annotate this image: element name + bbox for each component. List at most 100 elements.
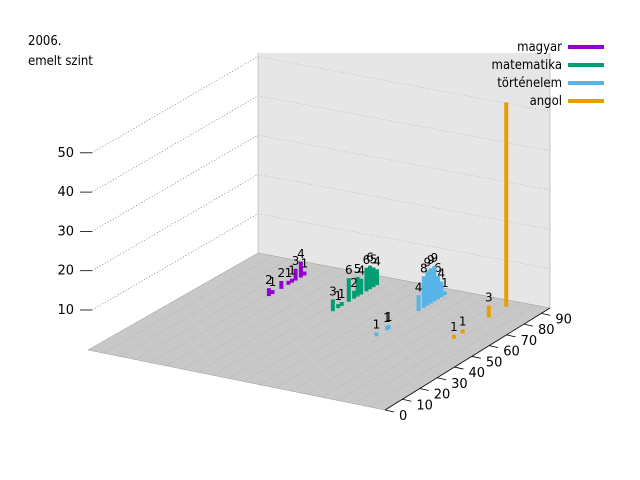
- bar-value-label: 3: [292, 254, 300, 268]
- floor-grid-line: [244, 281, 412, 382]
- bar-matematika: [359, 278, 364, 295]
- y-tick-label: 50: [486, 355, 503, 370]
- z-tick-label: 10: [57, 303, 74, 318]
- bar-value-label: 1: [450, 320, 458, 334]
- y-tick: [402, 398, 412, 402]
- bar-matematika: [339, 302, 344, 306]
- legend-item-magyar: magyar: [492, 38, 604, 56]
- bar-magyar: [279, 280, 284, 289]
- legend-label: történelem: [497, 75, 562, 91]
- y-tick: [419, 388, 429, 391]
- legend-label: magyar: [517, 39, 562, 55]
- bar-történelem: [428, 268, 433, 304]
- y-tick: [437, 377, 447, 381]
- legend-item-angol: angol: [492, 92, 604, 110]
- floor-grid-line: [306, 293, 474, 395]
- floor-grid-line: [275, 287, 443, 389]
- bar-value-label: 1: [301, 256, 309, 270]
- bar-value-label: 4: [373, 254, 381, 268]
- y-axis-line: [384, 307, 551, 411]
- bar-value-label: 1: [269, 275, 277, 289]
- bar-value-label: 4: [297, 247, 305, 261]
- y-tick-label: 10: [416, 398, 433, 413]
- bar-matematika: [330, 299, 335, 312]
- bar-value-label: 9: [424, 255, 432, 269]
- y-tick: [471, 355, 481, 359]
- bar-magyar: [302, 271, 307, 276]
- legend-swatch: [568, 81, 604, 85]
- y-tick: [523, 323, 534, 327]
- y-tick: [489, 345, 499, 348]
- bar-matematika: [367, 265, 372, 290]
- bar-value-label: 6: [434, 261, 442, 275]
- bar-matematika: [355, 276, 360, 297]
- y-tick-label: 80: [538, 323, 555, 338]
- bar-value-label: 2: [265, 273, 273, 287]
- bar-value-label: 1: [385, 310, 393, 324]
- bar-történelem: [435, 275, 440, 300]
- bar-matematika: [352, 290, 357, 299]
- floor-grid-line: [197, 273, 366, 373]
- z-guide-line: [91, 174, 259, 271]
- floor-grid-line: [134, 261, 305, 360]
- y-tick-label: 20: [434, 388, 451, 403]
- bar-angol: [460, 329, 465, 334]
- floor-grid-line: [228, 278, 397, 379]
- bar-value-label: 4: [438, 267, 446, 281]
- bar-történelem: [416, 295, 421, 311]
- floor-grid-line: [259, 284, 428, 385]
- z-tick-label: 50: [57, 146, 74, 161]
- legend-item-tortenelem: történelem: [492, 74, 604, 92]
- z-guide-line: [91, 213, 259, 311]
- y-tick-label: 90: [555, 312, 572, 327]
- bar-value-label: 6: [345, 263, 353, 277]
- bar-angol: [504, 102, 509, 307]
- bar-matematika: [346, 278, 351, 302]
- legend-label: matematika: [491, 57, 562, 73]
- floor-grid-line: [291, 290, 458, 392]
- legend-swatch: [568, 45, 604, 49]
- bar-magyar: [266, 288, 271, 297]
- chart-title-line-2: emelt szint: [28, 54, 93, 69]
- bar-value-label: 6: [366, 251, 374, 265]
- bar-történelem: [421, 276, 426, 308]
- y-tick-label: 70: [521, 334, 538, 349]
- z-guide-line: [91, 56, 259, 154]
- bar-value-label: 1: [338, 287, 346, 301]
- bar-value-label: 9: [427, 253, 435, 267]
- legend: magyar matematika történelem angol: [492, 38, 604, 110]
- y-tick-label: 30: [451, 377, 468, 392]
- bar-angol: [486, 305, 491, 318]
- bar-magyar: [270, 290, 275, 295]
- floor-grid-line: [166, 267, 335, 366]
- bar-történelem: [374, 332, 379, 337]
- bar-value-label: 3: [329, 284, 337, 298]
- bar-matematika: [336, 304, 341, 309]
- bar-value-label: 1: [441, 276, 449, 290]
- bar-történelem: [439, 281, 444, 298]
- bar-value-label: 1: [285, 266, 293, 280]
- y-tick: [506, 334, 516, 338]
- bar-value-label: 5: [354, 262, 362, 276]
- y-tick: [454, 366, 464, 370]
- bar-matematika: [371, 267, 376, 288]
- z-tick-label: 20: [57, 264, 74, 279]
- bar-magyar: [293, 268, 298, 281]
- z-tick-label: 40: [57, 185, 74, 200]
- bar-value-label: 5: [370, 253, 378, 267]
- bar-angol: [451, 334, 456, 339]
- legend-item-matematika: matematika: [492, 56, 604, 74]
- bar-value-label: 4: [357, 264, 365, 278]
- z-tick-label: 30: [57, 224, 74, 239]
- y-tick: [384, 409, 395, 413]
- bar-value-label: 8: [420, 261, 428, 275]
- legend-swatch: [568, 63, 604, 67]
- bar-value-label: 2: [350, 276, 358, 290]
- bar-matematika: [364, 267, 369, 292]
- bar-value-label: 1: [459, 314, 467, 328]
- y-tick: [541, 312, 551, 316]
- y-tick-label: 0: [399, 409, 407, 424]
- floor-grid-line: [181, 270, 351, 370]
- bar-történelem: [432, 266, 437, 302]
